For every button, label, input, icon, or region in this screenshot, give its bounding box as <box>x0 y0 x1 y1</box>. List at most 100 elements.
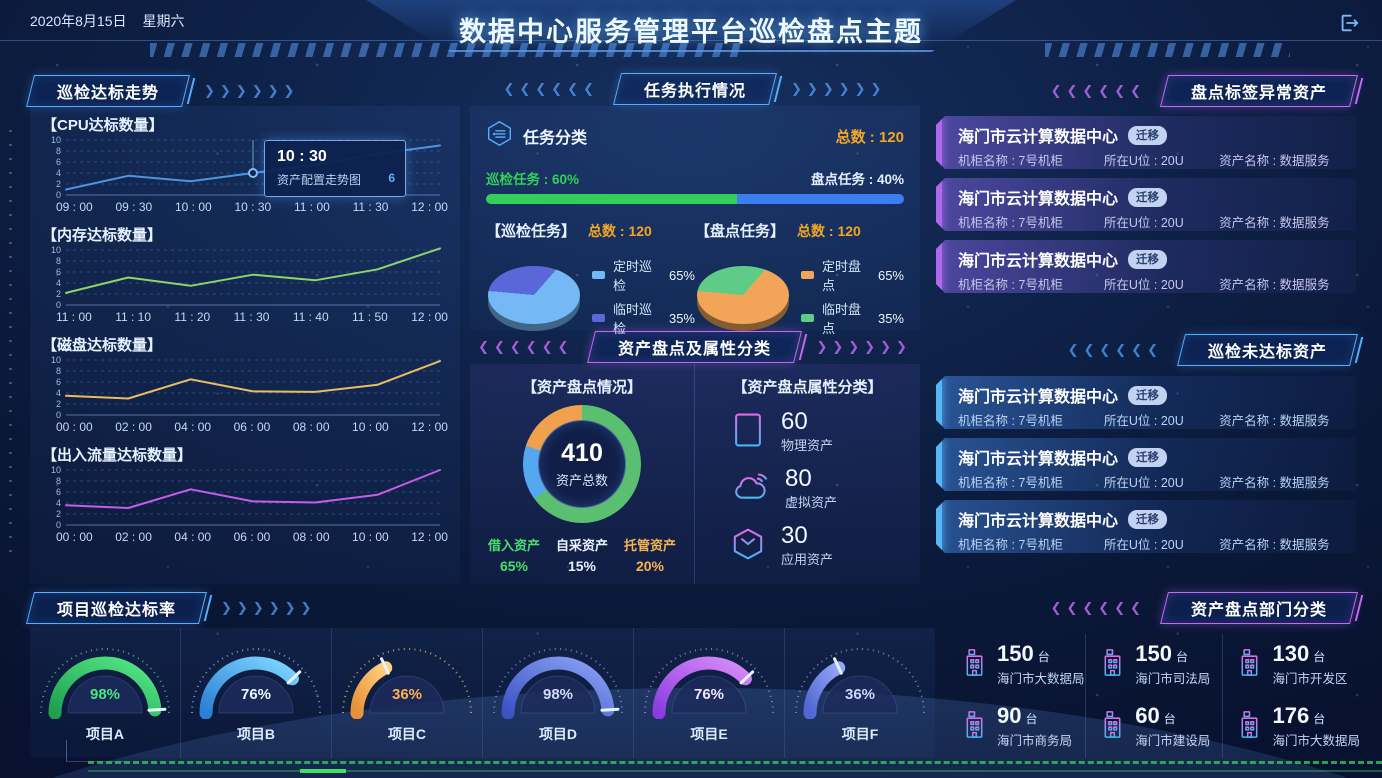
migration-badge: 迁移 <box>1128 448 1167 467</box>
svg-text:4: 4 <box>56 278 61 288</box>
svg-text:10: 10 <box>51 465 61 475</box>
donut-legend-item: 借入资产 65% <box>487 538 540 574</box>
chart-title: 【磁盘达标数量】 <box>42 337 163 354</box>
building-icon <box>1099 647 1126 683</box>
cloud-icon <box>731 470 769 509</box>
card-title: 海门市云计算数据中心 <box>958 191 1119 208</box>
cube-icon <box>731 526 765 567</box>
ruler-decoration <box>9 130 12 560</box>
dept-count: 130 <box>1272 641 1310 666</box>
gauge-chart: 98% <box>40 648 170 720</box>
asset-card[interactable]: 海门市云计算数据中心 迁移 机柜名称 : 7号机柜 所在U位 : 20U 资产名称 :… <box>936 116 1356 169</box>
cabinet-field: 机柜名称 : 7号机柜 <box>958 216 1063 230</box>
migration-badge: 迁移 <box>1128 188 1167 207</box>
dept-name: 海门市开发区 <box>1272 672 1348 686</box>
gauge-chart: 36% <box>342 648 472 720</box>
building-icon <box>1099 709 1126 745</box>
gauge-project-c: 36% 项目C <box>332 628 483 758</box>
inventory-task-label: 盘点任务 : 40% <box>810 172 904 187</box>
dept-item: 60 台海门市建设局 <box>1085 696 1222 758</box>
x-tick-label: 10 : 00 <box>175 200 212 214</box>
asset-card[interactable]: 海门市云计算数据中心 迁移 机柜名称 : 7号机柜 所在U位 : 20U 资产名称 :… <box>936 438 1356 491</box>
virtual-assets-row: 80 虚拟资产 <box>731 467 910 511</box>
inspection-trend-panel: 【CPU达标数量】 0 2 4 6 8 10 09 : 00 09 : 30 10 : 00 1… <box>30 106 460 584</box>
svg-text:8: 8 <box>56 146 61 156</box>
gauge-label: 项目C <box>387 726 427 742</box>
building-icon <box>1236 647 1263 683</box>
legend-pct: 65% <box>877 267 904 283</box>
u-position-field: 所在U位 : 20U <box>1103 538 1184 552</box>
dept-count: 90 <box>997 703 1022 728</box>
chevrons-left-icon: ❮❮❮❮❮❮ <box>1050 600 1146 615</box>
header-label: 巡检达标走势 <box>57 85 160 102</box>
header-label: 项目巡检达标率 <box>57 602 177 619</box>
u-position-field: 所在U位 : 20U <box>1103 476 1184 490</box>
cabinet-field: 机柜名称 : 7号机柜 <box>958 414 1063 428</box>
svg-text:0: 0 <box>56 190 61 200</box>
x-tick-label: 10 : 00 <box>352 420 389 434</box>
migration-badge: 迁移 <box>1128 126 1167 145</box>
task-ratio-progress-bar <box>486 194 904 204</box>
dept-name: 海门市大数据局 <box>1272 734 1360 748</box>
dept-item: 150 台海门市司法局 <box>1085 634 1222 696</box>
header-box: 任务执行情况 <box>612 73 777 105</box>
u-position-field: 所在U位 : 20U <box>1103 154 1184 168</box>
cabinet-field: 机柜名称 : 7号机柜 <box>958 538 1063 552</box>
header-box: 巡检未达标资产 <box>1176 334 1358 366</box>
dept-name: 海门市司法局 <box>1135 672 1211 686</box>
inspection-task-pie-chart <box>486 261 582 333</box>
asset-card[interactable]: 海门市云计算数据中心 迁移 机柜名称 : 7号机柜 所在U位 : 20U 资产名称 :… <box>936 376 1356 429</box>
asset-donut-chart: 410 资产总数 <box>523 405 641 523</box>
svg-text:98%: 98% <box>90 686 120 703</box>
section-header-asset-inventory-classify: ❮❮❮❮❮❮ 资产盘点及属性分类 ❯❯❯❯❯❯ <box>470 331 920 363</box>
tooltip-time: 10 : 30 <box>277 148 327 165</box>
asset-card[interactable]: 海门市云计算数据中心 迁移 机柜名称 : 7号机柜 所在U位 : 20U 资产名称 :… <box>936 500 1356 553</box>
inventory-task-pie-chart <box>695 261 791 333</box>
dept-name: 海门市商务局 <box>997 734 1073 748</box>
dept-count: 176 <box>1272 703 1310 728</box>
logout-icon[interactable] <box>1338 12 1360 34</box>
cpu-line-chart: 【CPU达标数量】 0 2 4 6 8 10 09 : 00 09 : 30 10 : 00 1… <box>42 114 448 214</box>
page-title: 数据中心服务管理平台巡检盘点主题 <box>459 17 923 47</box>
x-tick-label: 11 : 30 <box>233 310 270 324</box>
footer-progress-line <box>88 770 1382 772</box>
physical-assets-count: 60 <box>781 408 808 435</box>
header-divider <box>0 40 1382 41</box>
gauge-chart: 98% <box>493 648 623 720</box>
svg-text:0: 0 <box>56 410 61 420</box>
x-tick-label: 12 : 00 <box>411 420 448 434</box>
x-tick-label: 10 : 00 <box>352 530 389 544</box>
legend-pct: 35% <box>668 310 695 326</box>
section-header-abnormal-label-assets: ❮❮❮❮❮❮ 盘点标签异常资产 <box>1051 75 1358 107</box>
donut-center-label: 资产总数 <box>555 473 608 488</box>
card-title: 海门市云计算数据中心 <box>958 389 1119 406</box>
application-assets-row: 30 应用资产 <box>731 524 910 568</box>
inventory-task-pie-block: 【盘点任务】 总数 : 120 定时盘点 65% 临时盘点 35% <box>695 220 904 342</box>
dept-item: 130 台海门市开发区 <box>1222 634 1360 696</box>
inventory-task-bar-segment <box>736 194 904 204</box>
header-label: 盘点标签异常资产 <box>1190 85 1327 102</box>
section-header-project-rate: 项目巡检达标率 ❯❯❯❯❯❯ <box>26 592 316 624</box>
cabinet-field: 机柜名称 : 7号机柜 <box>958 154 1063 168</box>
gauge-project-e: 76% 项目E <box>634 628 785 758</box>
svg-text:76%: 76% <box>241 686 271 703</box>
gauge-chart: 76% <box>191 648 321 720</box>
inspection-task-pie-block: 【巡检任务】 总数 : 120 定时巡检 65% 临时巡检 35% <box>486 220 695 342</box>
corner-bracket-decoration <box>66 740 126 762</box>
x-tick-label: 12 : 00 <box>411 310 448 324</box>
tooltip-value: 6 <box>388 171 395 185</box>
gauge-project-b: 76% 项目B <box>181 628 332 758</box>
header-label: 任务执行情况 <box>643 83 746 100</box>
dept-count: 60 <box>1135 703 1160 728</box>
svg-text:36%: 36% <box>392 686 422 703</box>
asset-card[interactable]: 海门市云计算数据中心 迁移 机柜名称 : 7号机柜 所在U位 : 20U 资产名称 :… <box>936 178 1356 231</box>
inspection-task-bar-segment <box>486 194 737 204</box>
migration-badge: 迁移 <box>1128 386 1167 405</box>
task-execution-panel: 任务分类 总数 : 120 巡检任务 : 60% 盘点任务 : 40% 【巡检任… <box>470 106 920 336</box>
x-tick-label: 12 : 00 <box>411 530 448 544</box>
building-icon <box>1236 709 1263 745</box>
asset-name-field: 资产名称 : 数据服务器 <box>1219 538 1330 571</box>
asset-card[interactable]: 海门市云计算数据中心 迁移 机柜名称 : 7号机柜 所在U位 : 20U 资产名称 :… <box>936 240 1356 293</box>
